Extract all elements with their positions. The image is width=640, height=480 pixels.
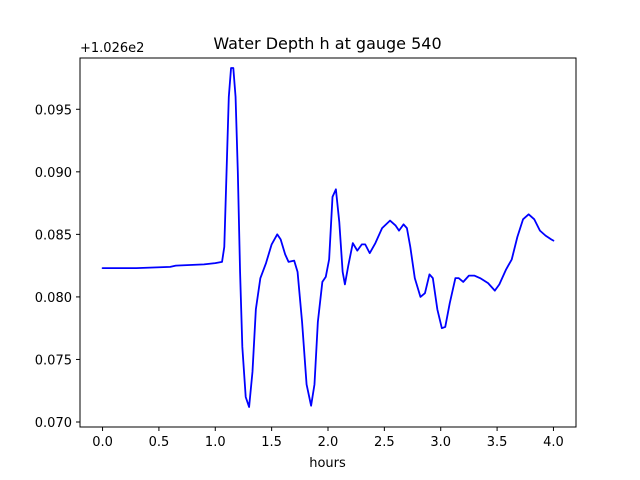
x-tick-label: 2.5 <box>374 435 395 450</box>
x-tick-label: 0.0 <box>92 435 113 450</box>
y-tick-label: 0.075 <box>35 353 72 368</box>
y-tick-label: 0.095 <box>35 103 72 118</box>
series-line-0 <box>101 67 555 408</box>
x-tick-label: 1.0 <box>205 435 226 450</box>
x-tick-label: 3.0 <box>430 435 451 450</box>
x-tick-label: 1.5 <box>261 435 282 450</box>
x-tick-label: 0.5 <box>149 435 170 450</box>
y-tick-label: 0.080 <box>35 291 72 306</box>
chart-title: Water Depth h at gauge 540 <box>213 34 441 53</box>
x-axis-label: hours <box>309 456 346 471</box>
x-tick-label: 4.0 <box>543 435 564 450</box>
y-tick-label: 0.085 <box>35 228 72 243</box>
y-tick-label: 0.090 <box>35 166 72 181</box>
x-tick-label: 2.0 <box>318 435 339 450</box>
y-axis-offset-label: +1.026e2 <box>80 41 144 56</box>
y-tick-label: 0.070 <box>35 416 72 431</box>
x-tick-label: 3.5 <box>487 435 508 450</box>
plot-area: 0.0 0.5 1.0 1.5 2.0 2.5 3.0 3.5 4.0 0.070 0.075 0.0… <box>35 57 577 450</box>
